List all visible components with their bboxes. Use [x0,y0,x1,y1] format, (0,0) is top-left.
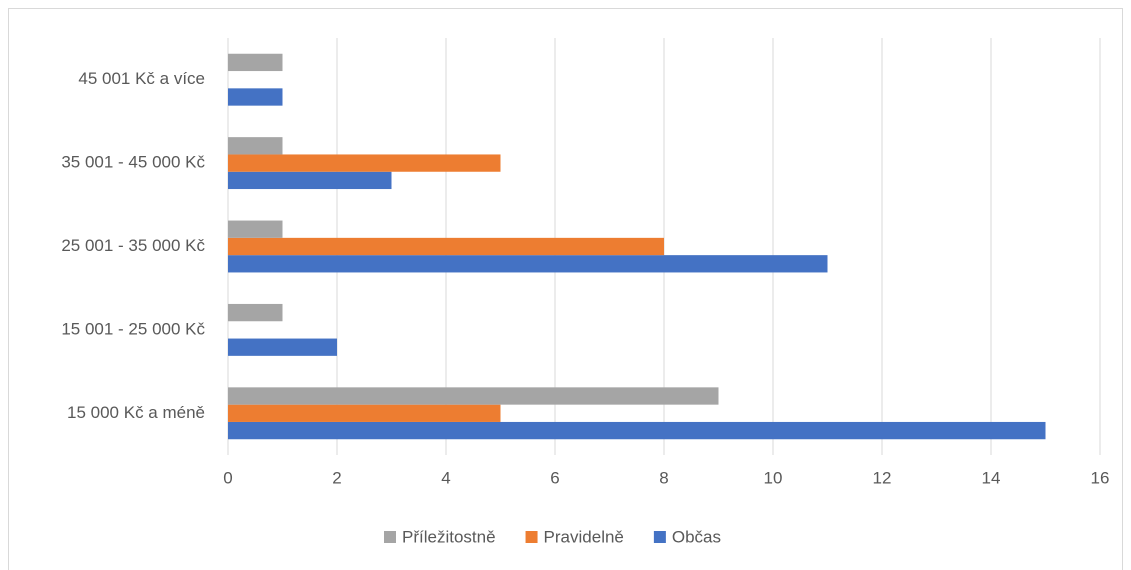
bar [228,53,283,72]
bar [228,303,283,322]
legend-swatch [653,531,666,543]
x-tick-label: 2 [332,468,341,487]
bar [228,171,392,190]
x-tick-label: 8 [659,468,668,487]
legend-swatch [384,531,396,543]
x-tick-label: 0 [223,468,232,487]
bar [228,154,501,172]
y-tick-label: 35 001 - 45 000 Kč [61,153,205,172]
bar [228,421,1046,440]
chart-border [8,8,1123,570]
x-tick-label: 14 [982,468,1001,487]
y-tick-label: 45 001 Kč a více [78,69,205,88]
bar [228,237,664,256]
bar [228,88,283,106]
legend-label: Pravidelně [544,527,624,546]
x-tick-label: 10 [764,468,783,487]
y-tick-label: 15 000 Kč a méně [67,403,205,422]
bar [228,137,283,155]
bar [228,255,828,273]
x-tick-label: 16 [1091,468,1110,487]
y-tick-label: 15 001 - 25 000 Kč [61,319,205,338]
legend-label: Občas [672,527,721,546]
x-tick-label: 6 [550,468,559,487]
bar [228,220,283,238]
bar [228,404,501,422]
x-tick-label: 12 [873,468,892,487]
y-tick-label: 25 001 - 35 000 Kč [61,236,205,255]
bar [228,338,337,356]
bar [228,387,719,405]
x-tick-label: 4 [441,468,450,487]
legend-label: Příležitostně [402,527,496,546]
legend-swatch [525,531,538,543]
